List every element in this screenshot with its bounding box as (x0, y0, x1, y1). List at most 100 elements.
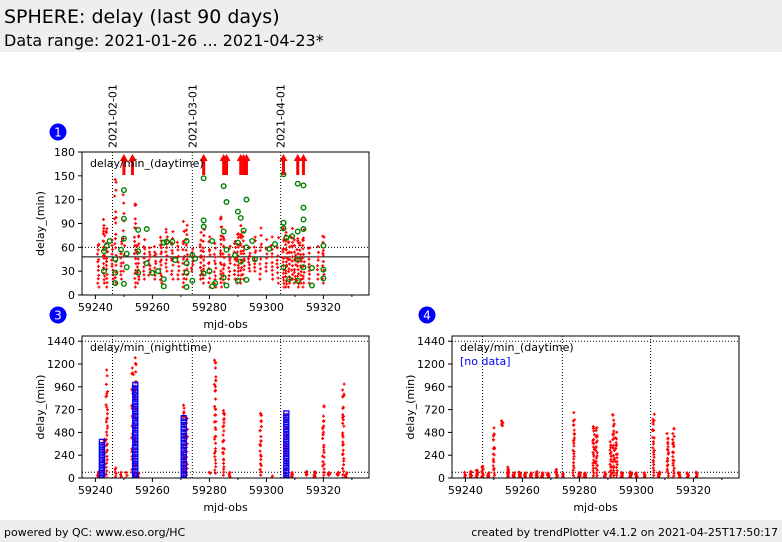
plot-number: 1 (54, 126, 62, 140)
red-data-point (299, 259, 303, 263)
red-data-point (213, 426, 217, 430)
y-tick-label: 240 (54, 449, 75, 462)
red-data-point (222, 429, 226, 433)
red-data-point (275, 262, 279, 266)
red-data-point (134, 222, 138, 226)
blue-data-point (283, 410, 290, 417)
blue-data-point (180, 418, 187, 425)
overflow-arrow-icon (242, 154, 251, 175)
red-data-point (595, 451, 599, 455)
red-data-point (227, 266, 231, 270)
blue-data-point (98, 451, 106, 459)
red-data-point (612, 432, 616, 436)
red-data-point (214, 388, 218, 392)
plot-number-badge (418, 306, 436, 324)
red-data-point (102, 281, 106, 285)
red-data-point (258, 449, 262, 453)
plot-area (82, 152, 369, 295)
red-data-point (578, 470, 582, 474)
blue-data-point (132, 454, 139, 461)
red-data-point (594, 466, 598, 470)
plot-area (82, 336, 369, 478)
red-data-point (143, 238, 147, 242)
red-data-point (158, 260, 162, 264)
y-tick-label: 480 (424, 426, 445, 439)
red-data-point (176, 273, 180, 277)
red-data-point (296, 268, 300, 272)
blue-data-point (283, 468, 290, 475)
y-tick-label: 120 (54, 194, 75, 207)
red-data-point (321, 281, 325, 285)
red-data-point (158, 235, 162, 239)
red-data-point (591, 466, 595, 470)
red-data-point (142, 273, 146, 277)
green-data-point (289, 233, 296, 240)
footer: powered by QC: www.eso.org/HC created by… (0, 520, 782, 542)
blue-data-point (132, 436, 139, 444)
red-data-point (222, 256, 226, 260)
red-data-point (299, 281, 303, 285)
red-data-point (345, 471, 349, 475)
red-data-point (270, 235, 274, 239)
plot-title: delay/min_(daytime) (90, 157, 204, 170)
no-data-note: [no data] (460, 355, 511, 368)
red-data-point (242, 268, 246, 272)
red-data-point (189, 266, 193, 270)
blue-data-point (180, 439, 187, 446)
red-data-point (176, 277, 180, 281)
red-data-point (184, 277, 188, 281)
red-data-point (248, 251, 252, 255)
red-data-point (292, 250, 296, 254)
red-data-point (321, 251, 325, 255)
blue-data-point (283, 440, 290, 448)
red-data-point (342, 463, 346, 467)
red-data-point (105, 433, 109, 437)
footer-powered-by[interactable]: powered by QC: www.eso.org/HC (4, 526, 186, 539)
red-data-point (612, 473, 616, 477)
red-data-point (571, 439, 575, 443)
red-data-point (296, 252, 300, 256)
red-data-point (341, 421, 345, 425)
blue-data-point (180, 436, 187, 443)
red-data-point (181, 248, 185, 252)
red-data-point (105, 285, 109, 289)
x-tick-label: 59320 (676, 484, 711, 497)
red-data-point (164, 258, 168, 262)
red-data-point (228, 470, 232, 474)
red-data-point (666, 456, 670, 460)
red-data-point (201, 239, 205, 243)
green-data-point (308, 264, 315, 271)
green-data-point (103, 242, 110, 249)
red-data-point (213, 259, 217, 263)
red-data-point (572, 449, 576, 453)
red-data-point (592, 471, 596, 475)
red-data-point (121, 237, 125, 241)
red-data-point (524, 471, 528, 475)
red-data-point (207, 248, 211, 252)
red-data-point (102, 224, 106, 228)
red-data-point (341, 388, 345, 392)
blue-data-point (180, 422, 187, 429)
x-tick-label: 59300 (619, 484, 654, 497)
red-data-point (110, 252, 114, 256)
red-data-point (110, 262, 114, 266)
red-data-point (133, 244, 137, 248)
red-data-point (512, 471, 516, 475)
red-data-point (259, 257, 263, 261)
red-data-point (124, 476, 128, 478)
red-data-point (651, 458, 655, 462)
x-tick-label: 59260 (135, 484, 170, 497)
red-data-point (102, 226, 106, 230)
red-data-point (671, 461, 675, 465)
x-tick-label: 59240 (448, 484, 483, 497)
red-data-point (307, 257, 311, 261)
red-data-point (105, 461, 109, 465)
red-data-point (131, 371, 135, 375)
red-data-point (259, 233, 263, 237)
red-data-point (208, 276, 212, 280)
red-data-point (236, 273, 240, 277)
red-data-point (159, 274, 163, 278)
red-data-point (284, 230, 288, 234)
red-data-point (208, 235, 212, 239)
x-tick-label: 59260 (135, 301, 170, 314)
